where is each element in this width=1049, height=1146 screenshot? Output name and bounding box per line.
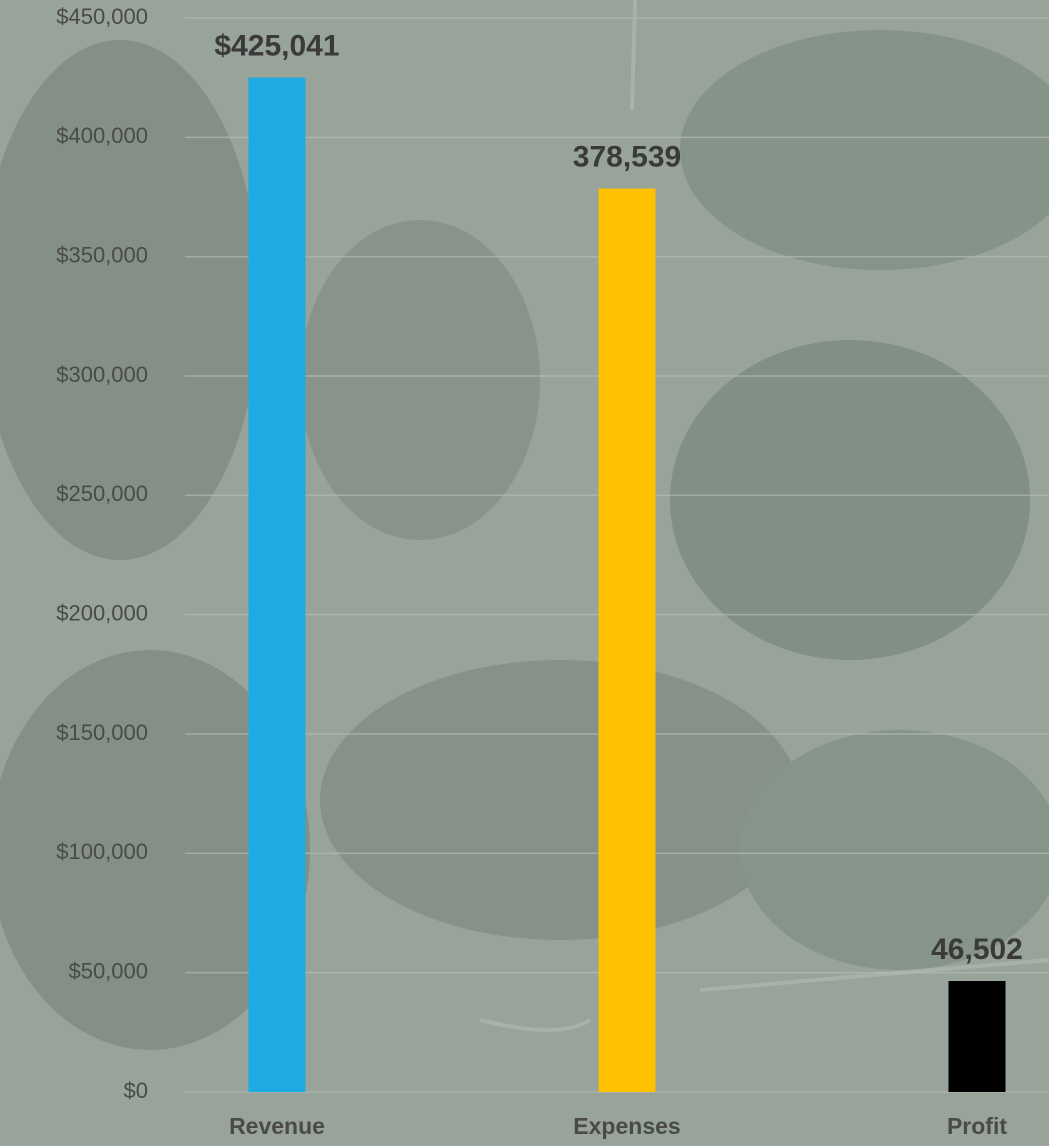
bar — [948, 981, 1006, 1092]
y-tick-label: $350,000 — [56, 242, 148, 267]
aerial-texture — [0, 0, 1049, 1050]
bar — [248, 77, 306, 1093]
value-label: 46,502 — [931, 933, 1023, 966]
y-tick-label: $150,000 — [56, 720, 148, 745]
y-tick-label: $0 — [124, 1078, 148, 1103]
bar — [598, 188, 656, 1092]
value-label: $425,041 — [214, 29, 339, 62]
y-tick-label: $300,000 — [56, 362, 148, 387]
y-tick-label: $50,000 — [68, 958, 148, 983]
x-tick-label: Expenses — [573, 1113, 680, 1139]
value-label: 378,539 — [573, 140, 681, 173]
y-tick-label: $400,000 — [56, 123, 148, 148]
y-tick-label: $100,000 — [56, 839, 148, 864]
y-tick-label: $450,000 — [56, 4, 148, 29]
y-tick-label: $250,000 — [56, 481, 148, 506]
x-tick-label: Profit — [947, 1113, 1007, 1139]
x-tick-label: Revenue — [229, 1113, 325, 1139]
y-tick-label: $200,000 — [56, 600, 148, 625]
